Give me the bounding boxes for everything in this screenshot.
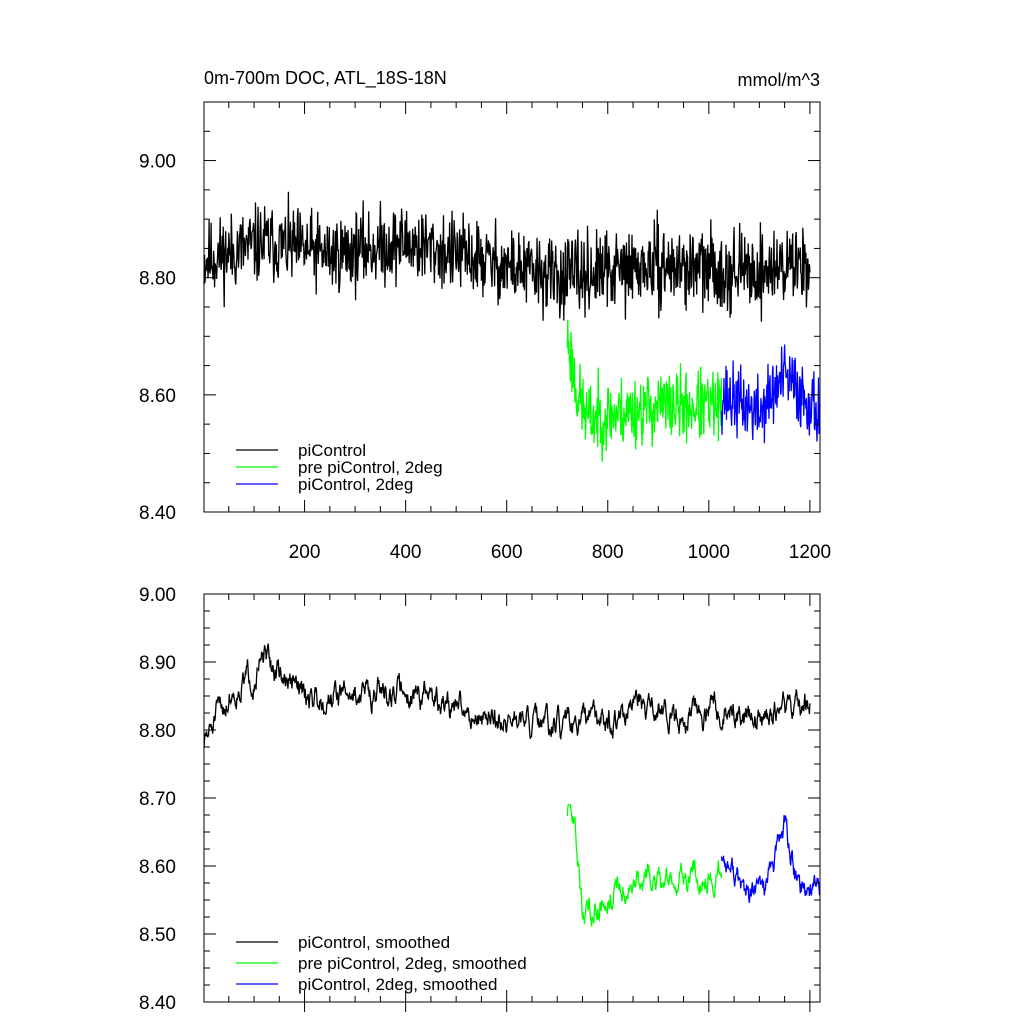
x-tick-label: 600 <box>491 542 523 563</box>
plot-frame <box>203 593 821 1003</box>
units-label: mmol/m^3 <box>738 70 820 90</box>
legend-label-2: pre piControl, 2deg, smoothed <box>298 954 527 973</box>
legend-label-3: piControl, 2deg, smoothed <box>298 975 497 994</box>
x-tick-label: 800 <box>592 542 624 563</box>
series-line-1 <box>203 643 811 749</box>
y-tick-label: 8.60 <box>139 857 176 878</box>
x-tick-label: 400 <box>390 542 422 563</box>
y-tick-label: 9.00 <box>139 585 176 606</box>
y-tick-label: 8.50 <box>139 925 176 946</box>
top-panel: 200 400 600 800 1000 1200 8.40 8.60 8.80 9.00 piCo… <box>139 101 831 563</box>
series-line-3 <box>720 815 821 903</box>
bottom-panel: 8.40 8.50 8.60 8.70 8.80 8.90 9.00 piControl, s… <box>139 585 821 1014</box>
legend-label-1: piControl <box>298 441 366 460</box>
y-tick-label: 8.70 <box>139 789 176 810</box>
x-tick-label: 200 <box>289 542 321 563</box>
series-line-1 <box>203 191 811 322</box>
y-tick-label: 8.40 <box>139 993 176 1014</box>
y-tick-label: 9.00 <box>139 152 176 173</box>
x-tick-label: 1200 <box>789 542 831 563</box>
y-tick-label: 8.80 <box>139 721 176 742</box>
series-line-3 <box>720 344 821 444</box>
x-tick-label: 1000 <box>688 542 730 563</box>
y-tick-label: 8.40 <box>139 503 176 524</box>
legend-label-1: piControl, smoothed <box>298 933 450 952</box>
series-line-2 <box>566 319 723 462</box>
legend-label-2: pre piControl, 2deg <box>298 458 443 477</box>
series-line-2 <box>566 804 723 927</box>
y-tick-label: 8.80 <box>139 269 176 290</box>
y-tick-label: 8.60 <box>139 386 176 407</box>
legend-label-3: piControl, 2deg <box>298 475 413 494</box>
figure-title: 0m-700m DOC, ATL_18S-18N <box>204 68 447 89</box>
y-tick-label: 8.90 <box>139 653 176 674</box>
